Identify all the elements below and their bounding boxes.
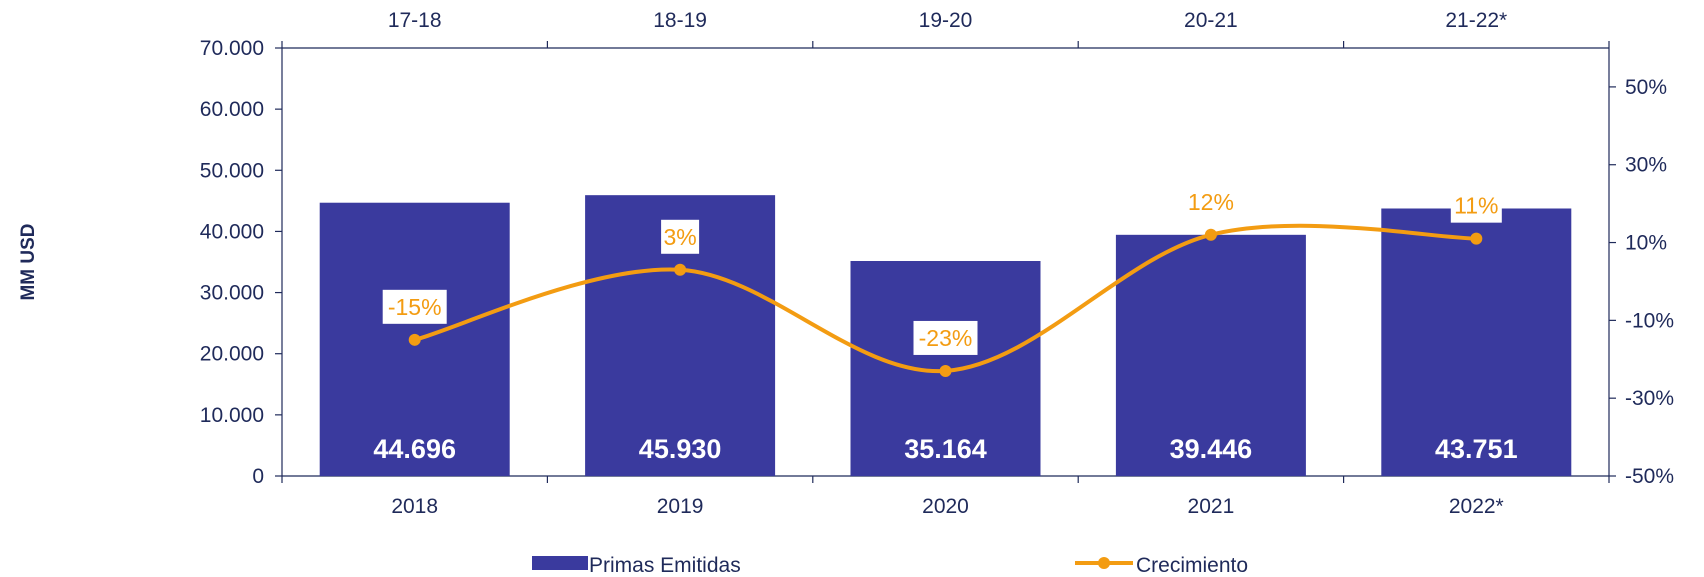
growth-value-label: 11% [1454, 193, 1498, 219]
y-tick-label: 30.000 [200, 282, 264, 305]
legend-bar-swatch [532, 556, 588, 570]
y-tick-label: 20.000 [200, 343, 264, 366]
top-x-tick-label: 17-18 [388, 9, 442, 32]
legend: Primas Emitidas Crecimiento [532, 554, 1248, 577]
growth-value-label: -15% [388, 294, 442, 320]
growth-point-2019 [674, 263, 687, 276]
growth-value-label: -23% [919, 325, 973, 351]
bar-2022* [1381, 208, 1572, 476]
growth-label-box [1450, 188, 1502, 223]
legend-line-marker [1098, 557, 1110, 569]
x-tick-label: 2019 [657, 495, 704, 518]
y2-tick-label: 30% [1625, 154, 1667, 177]
y2-tick-label: 10% [1625, 232, 1667, 255]
y-tick-label: 0 [252, 465, 264, 488]
y-tick-label: 40.000 [200, 220, 264, 243]
line-series [408, 223, 1483, 377]
top-x-tick-label: 18-19 [653, 9, 707, 32]
growth-label-box [661, 219, 700, 254]
x-tick-label: 2022* [1449, 495, 1504, 518]
growth-label-box [382, 289, 447, 324]
y2-tick-label: -50% [1625, 465, 1674, 488]
top-x-tick-label: 20-21 [1184, 9, 1238, 32]
growth-point-2020 [939, 364, 952, 377]
growth-point-2018 [408, 333, 421, 346]
top-x-tick-label: 19-20 [919, 9, 973, 32]
x-tick-label: 2020 [922, 495, 969, 518]
y-axis-label: MM USD [18, 223, 39, 300]
y-tick-label: 50.000 [200, 159, 264, 182]
growth-value-label: 12% [1188, 189, 1234, 215]
bar-value-label: 45.930 [639, 434, 722, 464]
growth-label-box [913, 320, 978, 355]
legend-line-label: Crecimiento [1136, 554, 1248, 577]
y-tick-label: 70.000 [200, 37, 264, 60]
growth-point-2021 [1204, 228, 1217, 241]
y2-tick-label: -30% [1625, 387, 1674, 410]
y-tick-label: 10.000 [200, 404, 264, 427]
bar-value-label: 39.446 [1170, 434, 1253, 464]
bar-2021 [1115, 234, 1306, 476]
y2-tick-label: -10% [1625, 309, 1674, 332]
line-value-labels: -15% 3% -23% 12% 11% [382, 184, 1502, 355]
bar-value-label: 35.164 [904, 434, 987, 464]
x-tick-label: 2021 [1188, 495, 1235, 518]
growth-value-label: 3% [663, 224, 696, 250]
legend-bar-label: Primas Emitidas [589, 554, 741, 577]
growth-label-box [1185, 184, 1237, 219]
bar-value-label: 44.696 [373, 434, 456, 464]
top-x-tick-label: 21-22* [1445, 9, 1507, 32]
tick-labels: 0 10.000 20.000 30.000 40.000 50.000 60.000 70.… [200, 9, 1674, 518]
growth-point-2022* [1470, 232, 1483, 245]
bar-value-labels: 44.696 45.930 35.164 39.446 43.751 [373, 434, 1517, 464]
y-axis-title: MM USD [18, 223, 39, 300]
x-tick-label: 2018 [391, 495, 438, 518]
bar-value-label: 43.751 [1435, 434, 1518, 464]
y-tick-label: 60.000 [200, 98, 264, 121]
y2-tick-label: 50% [1625, 76, 1667, 99]
bar-series [319, 195, 1572, 477]
